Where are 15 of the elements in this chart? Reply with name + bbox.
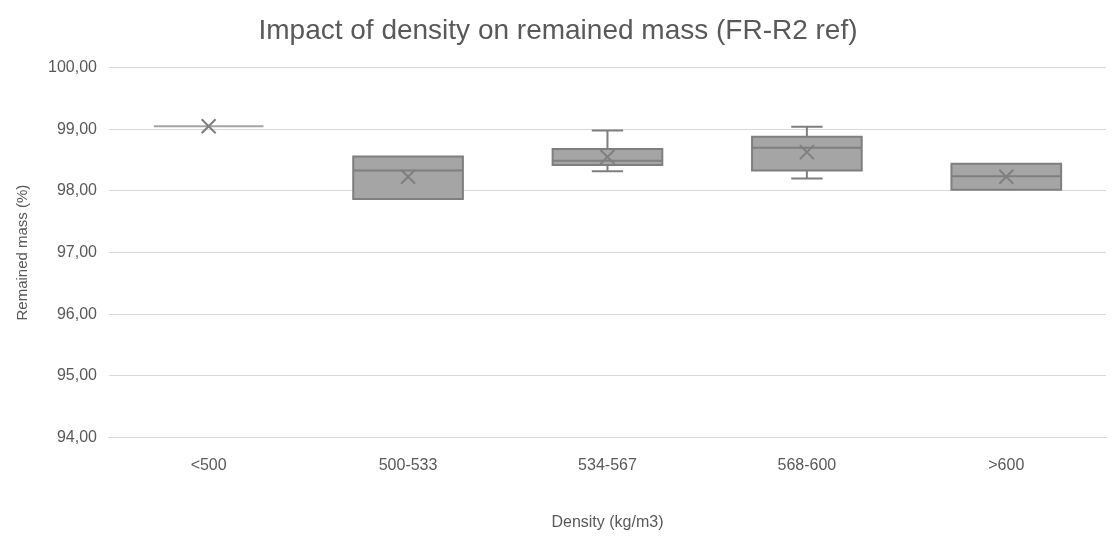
y-tick-label: 99,00 [56, 119, 98, 137]
chart-title: Impact of density on remained mass (FR-R2 ref) [258, 13, 858, 45]
x-tick-label: <500 [190, 455, 227, 473]
x-tick-label: 534-567 [578, 455, 637, 473]
y-tick-label: 96,00 [56, 304, 98, 322]
x-tick-label: 500-533 [378, 455, 438, 473]
x-tick-label: >600 [988, 455, 1025, 473]
y-tick-label: 98,00 [56, 181, 98, 199]
y-tick-label: 100,00 [48, 58, 98, 76]
y-tick-label: 95,00 [56, 366, 98, 384]
y-tick-label: 97,00 [56, 243, 98, 261]
y-axis-title: Remained mass (%) [13, 184, 31, 321]
x-tick-label: 568-600 [777, 455, 837, 473]
y-tick-label: 94,00 [56, 428, 98, 446]
x-axis-title: Density (kg/m3) [551, 512, 664, 530]
